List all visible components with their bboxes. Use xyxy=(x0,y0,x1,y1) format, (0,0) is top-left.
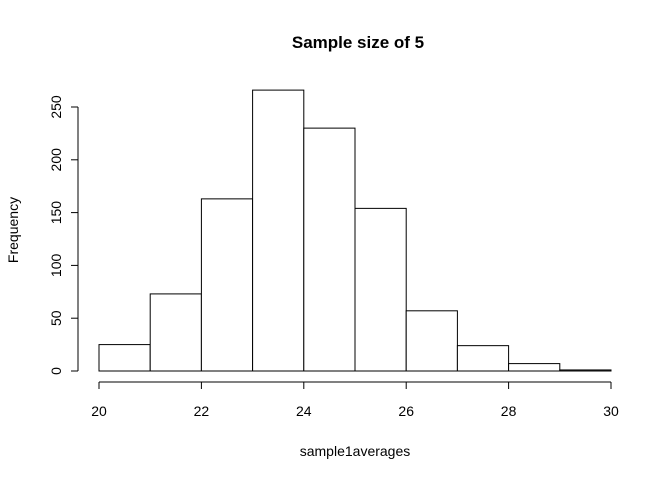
y-tick-label: 100 xyxy=(48,254,64,278)
y-tick-label: 200 xyxy=(48,148,64,172)
y-tick-label: 250 xyxy=(48,95,64,119)
x-tick-label: 28 xyxy=(501,403,517,419)
histogram-bar xyxy=(149,293,202,372)
x-tick-label: 30 xyxy=(603,403,619,419)
y-axis: 0 50 100 150 200 250 xyxy=(48,95,79,375)
histogram-bar xyxy=(354,207,407,372)
y-tick-label: 0 xyxy=(48,367,64,375)
histogram-bar xyxy=(508,363,561,372)
x-tick-label: 22 xyxy=(194,403,210,419)
histogram-bar xyxy=(559,369,612,372)
histogram-bar xyxy=(303,127,356,372)
histogram-bar xyxy=(405,310,458,372)
histogram-bar xyxy=(456,345,510,372)
histogram-bar xyxy=(200,198,254,372)
y-tick-label: 150 xyxy=(48,201,64,225)
x-tick-label: 24 xyxy=(296,403,312,419)
x-axis: 20 22 24 26 28 30 xyxy=(91,381,619,419)
bars xyxy=(98,89,612,372)
y-axis-label: Frequency xyxy=(5,197,21,263)
histogram-bar xyxy=(98,344,151,372)
x-tick-label: 26 xyxy=(398,403,414,419)
x-axis-label: sample1averages xyxy=(300,443,411,459)
histogram-bar xyxy=(252,89,305,372)
chart-title: Sample size of 5 xyxy=(292,33,424,52)
x-tick-label: 20 xyxy=(91,403,107,419)
y-tick-label: 50 xyxy=(48,310,64,326)
